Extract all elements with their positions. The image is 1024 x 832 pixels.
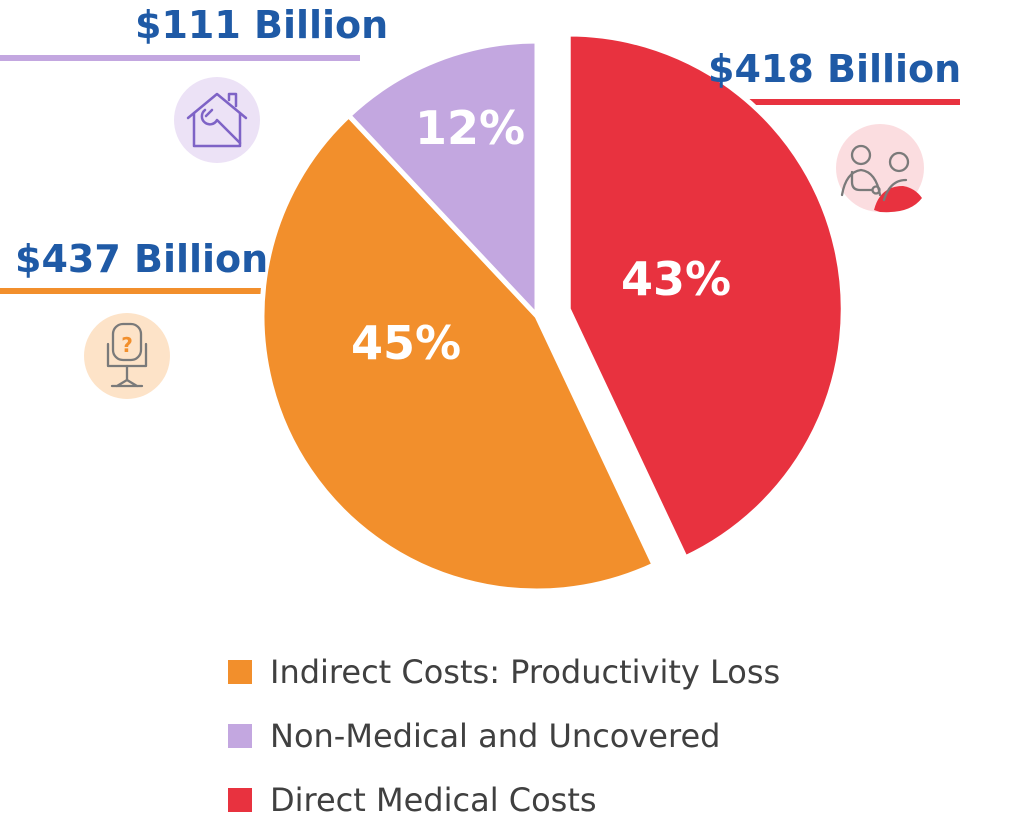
amount-label-indirect: $437 Billion <box>15 237 268 281</box>
amount-label-direct: $418 Billion <box>708 47 961 91</box>
legend-swatch-indirect <box>228 660 252 684</box>
svg-text:?: ? <box>121 333 133 357</box>
slice-label-indirect: 45% <box>351 316 461 370</box>
legend-swatch-direct <box>228 788 252 812</box>
house-wrench-icon <box>174 77 260 163</box>
legend-item-indirect: Indirect Costs: Productivity Loss <box>228 640 780 704</box>
legend-label-nonmedical: Non-Medical and Uncovered <box>270 717 721 755</box>
legend-label-direct: Direct Medical Costs <box>270 781 597 819</box>
legend: Indirect Costs: Productivity Loss Non-Me… <box>228 640 780 832</box>
pie-slice-non-medical <box>346 38 540 319</box>
slice-label-nonmedical: 12% <box>415 101 525 155</box>
slice-label-direct: 43% <box>621 252 731 306</box>
legend-item-nonmedical: Non-Medical and Uncovered <box>228 704 780 768</box>
legend-swatch-nonmedical <box>228 724 252 748</box>
amount-label-nonmedical: $111 Billion <box>135 3 388 47</box>
doctor-stethoscope-icon <box>836 124 924 213</box>
pie-slice-direct-medical <box>565 31 846 561</box>
pie-slice-indirect-costs <box>259 113 657 594</box>
legend-label-indirect: Indirect Costs: Productivity Loss <box>270 653 781 691</box>
legend-item-direct: Direct Medical Costs <box>228 768 780 832</box>
office-chair-question-icon: ? <box>84 313 170 399</box>
